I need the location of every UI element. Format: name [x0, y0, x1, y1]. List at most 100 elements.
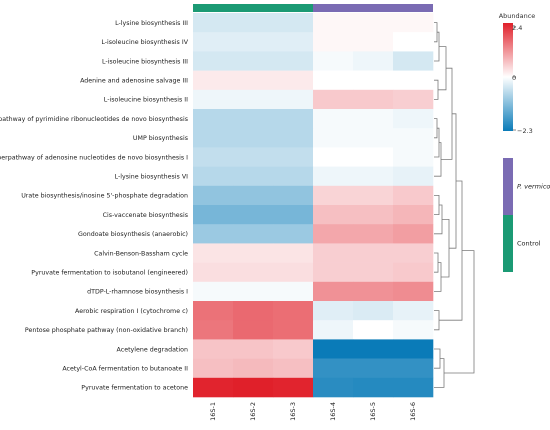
column-label: 16S-4 [329, 402, 337, 421]
heatmap-cell [193, 13, 234, 33]
dendrogram-branch [434, 79, 439, 100]
heatmap-cell [313, 224, 354, 244]
heatmap-cell [313, 377, 354, 398]
heatmap-cell [393, 70, 434, 91]
heatmap-cell [233, 320, 274, 340]
dendrogram-branch [434, 31, 440, 62]
heatmap-cell [393, 262, 434, 283]
heatmap-cell [273, 166, 314, 187]
row-label: Urate biosynthesis/inosine 5'-phosphate … [21, 193, 188, 200]
abundance-colorbar [503, 23, 513, 131]
heatmap-cell [273, 205, 314, 225]
heatmap-cell [193, 339, 234, 359]
heatmap-cell [273, 224, 314, 244]
heatmap-cell [193, 224, 234, 244]
group-legend-swatch [503, 215, 513, 272]
heatmap-cell [193, 243, 234, 263]
row-label: Acetylene degradation [117, 346, 188, 353]
heatmap-cell [233, 358, 274, 379]
heatmap-cell [233, 185, 274, 206]
heatmap-cell [273, 243, 314, 263]
heatmap-cell [313, 358, 354, 379]
heatmap-cell [273, 89, 314, 110]
heatmap-cell [273, 281, 314, 302]
heatmap-cell [353, 243, 394, 263]
heatmap-cell [393, 358, 434, 379]
dendrogram-branch [434, 204, 443, 235]
row-label: Gondoate biosynthesis (anaerobic) [78, 231, 188, 238]
heatmap-cell [233, 166, 274, 187]
heatmap-cell [313, 109, 354, 129]
heatmap-cell [353, 262, 394, 283]
heatmap-cell [393, 166, 434, 187]
row-label: Pyruvate fermentation to isobutanol (eng… [31, 270, 188, 277]
row-label: Calvin-Benson-Bassham cycle [94, 250, 188, 257]
heatmap-cell [233, 301, 274, 321]
heatmap-cell [353, 51, 394, 71]
dendrogram-branch [434, 310, 440, 331]
heatmap-cell [353, 13, 394, 33]
heatmap-cell [273, 13, 314, 33]
group-legend-swatch [503, 158, 513, 215]
heatmap-cell [233, 339, 274, 359]
heatmap-cell [313, 243, 354, 263]
row-label: Cis-vaccenate biosynthesis [103, 212, 188, 219]
heatmap-cell [193, 89, 234, 110]
heatmap-cell [193, 320, 234, 340]
heatmap-cell [393, 320, 434, 340]
heatmap-cell [193, 281, 234, 302]
heatmap-cell [273, 32, 314, 52]
group-legend-label: Control [517, 240, 541, 248]
dendrogram-branch [434, 142, 442, 177]
heatmap-cell [233, 147, 274, 167]
heatmap-cell [353, 147, 394, 167]
heatmap-cell [233, 243, 274, 263]
column-label: 16S-2 [249, 402, 257, 421]
dendrogram-branch [434, 22, 438, 43]
colorbar-label-max: 2.4 [512, 24, 522, 32]
heatmap-cell [233, 128, 274, 148]
heatmap-cell [353, 89, 394, 110]
heatmap-cell [233, 377, 274, 398]
row-label: L-isoleucine biosynthesis III [102, 58, 188, 65]
heatmap-cell [393, 281, 434, 302]
heatmap-cell [353, 224, 394, 244]
colorbar-label-min: −2.3 [517, 127, 533, 135]
heatmap-cell [393, 147, 434, 167]
heatmap-cell [393, 243, 434, 263]
heatmap-cell [193, 358, 234, 379]
heatmap-cell [313, 262, 354, 283]
heatmap-cell [273, 70, 314, 91]
dendrogram-branch [434, 127, 440, 158]
row-label: Pyruvate fermentation to acetone [81, 385, 188, 392]
heatmap-cell [393, 185, 434, 206]
heatmap-cells [193, 13, 434, 398]
heatmap-cell [353, 320, 394, 340]
heatmap-cell [273, 377, 314, 398]
heatmap-cell [273, 147, 314, 167]
dendrogram-branch [449, 113, 457, 249]
heatmap-cell [353, 109, 394, 129]
heatmap-cell [233, 70, 274, 91]
dendrogram-branch [434, 195, 440, 215]
heatmap-cell [313, 281, 354, 302]
column-labels: 16S-1 16S-2 16S-3 16S-4 16S-5 16S-6 [209, 402, 417, 421]
heatmap-cell [393, 339, 434, 359]
heatmap-cell [353, 358, 394, 379]
heatmap-cell [193, 262, 234, 283]
abundance-legend: Abundance 2.4 0 −2.3 [499, 12, 536, 135]
group-legend-label: P. vermicola [517, 183, 550, 191]
heatmap-cell [313, 128, 354, 148]
dendrogram-branch [434, 358, 445, 388]
heatmap-cell [353, 205, 394, 225]
row-label: L-isoleucine biosynthesis IV [101, 39, 188, 46]
colorbar-label-mid: 0 [512, 74, 516, 82]
column-label: 16S-5 [369, 402, 377, 421]
heatmap-cell [193, 128, 234, 148]
heatmap-cell [273, 320, 314, 340]
heatmap-cell [233, 262, 274, 283]
row-label: L-lysine biosynthesis VI [115, 174, 189, 181]
heatmap-cell [393, 109, 434, 129]
dendrogram-branch [441, 67, 453, 160]
heatmap-cell [313, 301, 354, 321]
